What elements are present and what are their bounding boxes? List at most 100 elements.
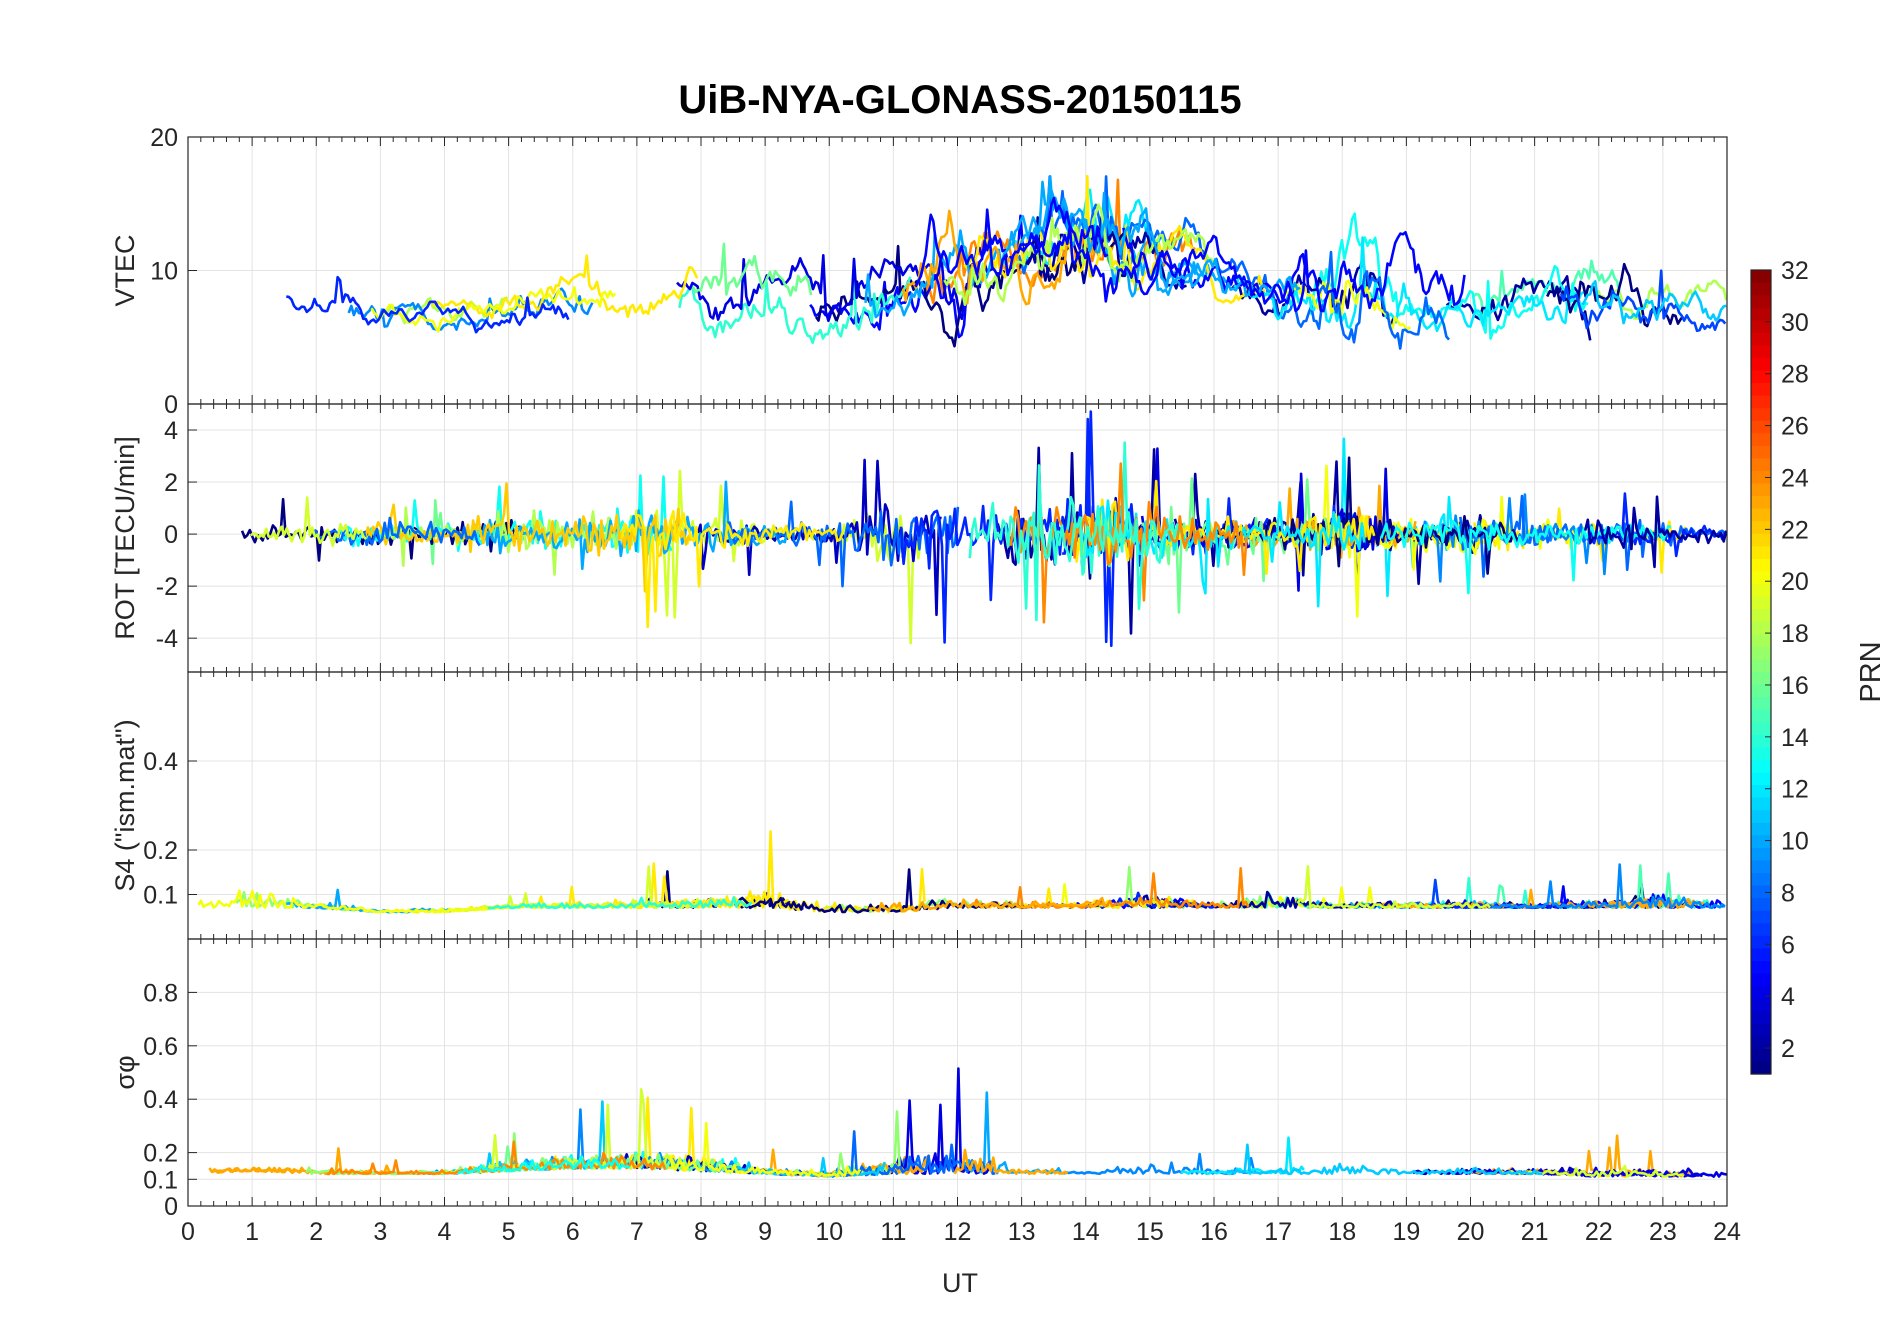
series-line bbox=[250, 496, 368, 548]
x-tick-label: 6 bbox=[566, 1218, 580, 1246]
colorbar-tick-label: 28 bbox=[1781, 361, 1809, 389]
y-tick-label: -2 bbox=[156, 573, 178, 601]
colorbar-step bbox=[1751, 709, 1771, 723]
traces-rot bbox=[240, 410, 1727, 648]
colorbar-step bbox=[1751, 471, 1771, 485]
colorbar-step bbox=[1751, 785, 1771, 799]
y-tick-label: 10 bbox=[150, 258, 178, 286]
series-line bbox=[1231, 255, 1395, 327]
x-tick-label: 15 bbox=[1136, 1218, 1164, 1246]
x-tick-label: 21 bbox=[1521, 1218, 1549, 1246]
series-line bbox=[868, 896, 1106, 913]
y-tick-label: 0.6 bbox=[143, 1033, 178, 1061]
series-line bbox=[1445, 275, 1592, 341]
ticks-rot bbox=[187, 404, 1728, 672]
series-line bbox=[691, 242, 813, 297]
x-tick-label: 16 bbox=[1200, 1218, 1228, 1246]
y-tick-label: 0.2 bbox=[143, 1140, 178, 1168]
colorbar-step bbox=[1751, 898, 1771, 912]
y-tick-label: 0.1 bbox=[143, 1166, 178, 1194]
x-tick-label: 13 bbox=[1008, 1218, 1036, 1246]
colorbar-step bbox=[1751, 408, 1771, 422]
series-line bbox=[380, 296, 509, 325]
series-line bbox=[914, 196, 1109, 288]
traces-vtec bbox=[286, 174, 1727, 350]
colorbar-step bbox=[1751, 960, 1771, 975]
series-line bbox=[1017, 175, 1336, 331]
y-tick-label: 0 bbox=[164, 521, 178, 549]
colorbar-step bbox=[1751, 684, 1771, 698]
x-tick-label: 0 bbox=[181, 1218, 195, 1246]
colorbar-tick-label: 18 bbox=[1781, 620, 1809, 648]
colorbar-tick-label: 2 bbox=[1781, 1035, 1795, 1063]
colorbar-step bbox=[1751, 295, 1771, 309]
chart-title: UiB-NYA-GLONASS-20150115 bbox=[678, 78, 1241, 122]
colorbar-tick-label: 20 bbox=[1781, 568, 1809, 596]
series-line bbox=[721, 500, 960, 588]
y-tick-label: 20 bbox=[150, 124, 178, 152]
x-tick-label: 4 bbox=[438, 1218, 452, 1246]
colorbar-tick-label: 22 bbox=[1781, 516, 1809, 544]
x-axis-label: UT bbox=[942, 1268, 978, 1298]
x-tick-label: 22 bbox=[1585, 1218, 1613, 1246]
series-line bbox=[197, 889, 520, 914]
colorbar-step bbox=[1751, 822, 1771, 836]
colorbar-step bbox=[1751, 935, 1771, 949]
colorbar-step bbox=[1751, 923, 1771, 937]
colorbar-step bbox=[1751, 521, 1771, 535]
series-line bbox=[953, 1148, 1069, 1176]
x-tick-label: 14 bbox=[1072, 1218, 1100, 1246]
series-line bbox=[1018, 225, 1310, 313]
colorbar-step bbox=[1751, 571, 1771, 585]
colorbar-step bbox=[1751, 345, 1771, 359]
colorbar-tick-label: 10 bbox=[1781, 828, 1809, 856]
series-line bbox=[1318, 464, 1505, 618]
colorbar-step bbox=[1751, 282, 1771, 296]
ticks-s4 bbox=[187, 672, 1728, 939]
series-line bbox=[901, 209, 1095, 306]
y-tick-label: 0 bbox=[164, 391, 178, 419]
series-line bbox=[1316, 250, 1450, 350]
series-line bbox=[286, 275, 570, 334]
series-line bbox=[1472, 259, 1622, 319]
colorbar-step bbox=[1751, 998, 1771, 1012]
colorbar-step bbox=[1751, 508, 1771, 522]
colorbar-step bbox=[1751, 986, 1771, 1000]
y-tick-label: 0.1 bbox=[143, 882, 178, 910]
colorbar-step bbox=[1751, 847, 1771, 862]
colorbar-step bbox=[1751, 885, 1771, 899]
panel-s4: 0.1 0.2 0.4S4 ("ism.mat") bbox=[110, 671, 1728, 940]
colorbar-tick-label: 4 bbox=[1781, 983, 1795, 1011]
colorbar-step bbox=[1751, 1023, 1771, 1037]
series-line bbox=[1583, 495, 1727, 569]
colorbar-step bbox=[1751, 759, 1771, 774]
series-line bbox=[1581, 279, 1727, 325]
series-line bbox=[678, 269, 912, 345]
series-line bbox=[809, 208, 1027, 339]
colorbar-tick-label: 30 bbox=[1781, 309, 1809, 337]
colorbar-tick-label: 16 bbox=[1781, 672, 1809, 700]
colorbar-step bbox=[1751, 646, 1771, 661]
x-tick-label: 17 bbox=[1264, 1218, 1292, 1246]
colorbar-step bbox=[1751, 747, 1771, 761]
x-tick-label: 1 bbox=[245, 1218, 259, 1246]
series-line bbox=[1122, 227, 1466, 313]
y-tick-label: 2 bbox=[164, 469, 178, 497]
x-tick-label: 3 bbox=[373, 1218, 387, 1246]
panel-sigma-phi: 00.10.2 0.4 0.6 0.8 σφ bbox=[110, 938, 1728, 1221]
series-line bbox=[1379, 519, 1672, 595]
colorbar-step bbox=[1751, 1036, 1771, 1050]
colorbar-step bbox=[1751, 722, 1771, 736]
y-tick-label: 0.4 bbox=[143, 1086, 178, 1114]
series-line bbox=[620, 509, 844, 629]
colorbar-step bbox=[1751, 734, 1771, 748]
series-line bbox=[1296, 865, 1492, 910]
traces-sigma-phi bbox=[208, 1067, 1727, 1178]
ticks-sigma-phi bbox=[187, 939, 1728, 1207]
colorbar-step bbox=[1751, 772, 1771, 786]
colorbar-step bbox=[1751, 458, 1771, 472]
colorbar-tick-label: 12 bbox=[1781, 776, 1809, 804]
colorbar-step bbox=[1751, 1048, 1771, 1063]
series-line bbox=[1226, 1143, 1543, 1176]
